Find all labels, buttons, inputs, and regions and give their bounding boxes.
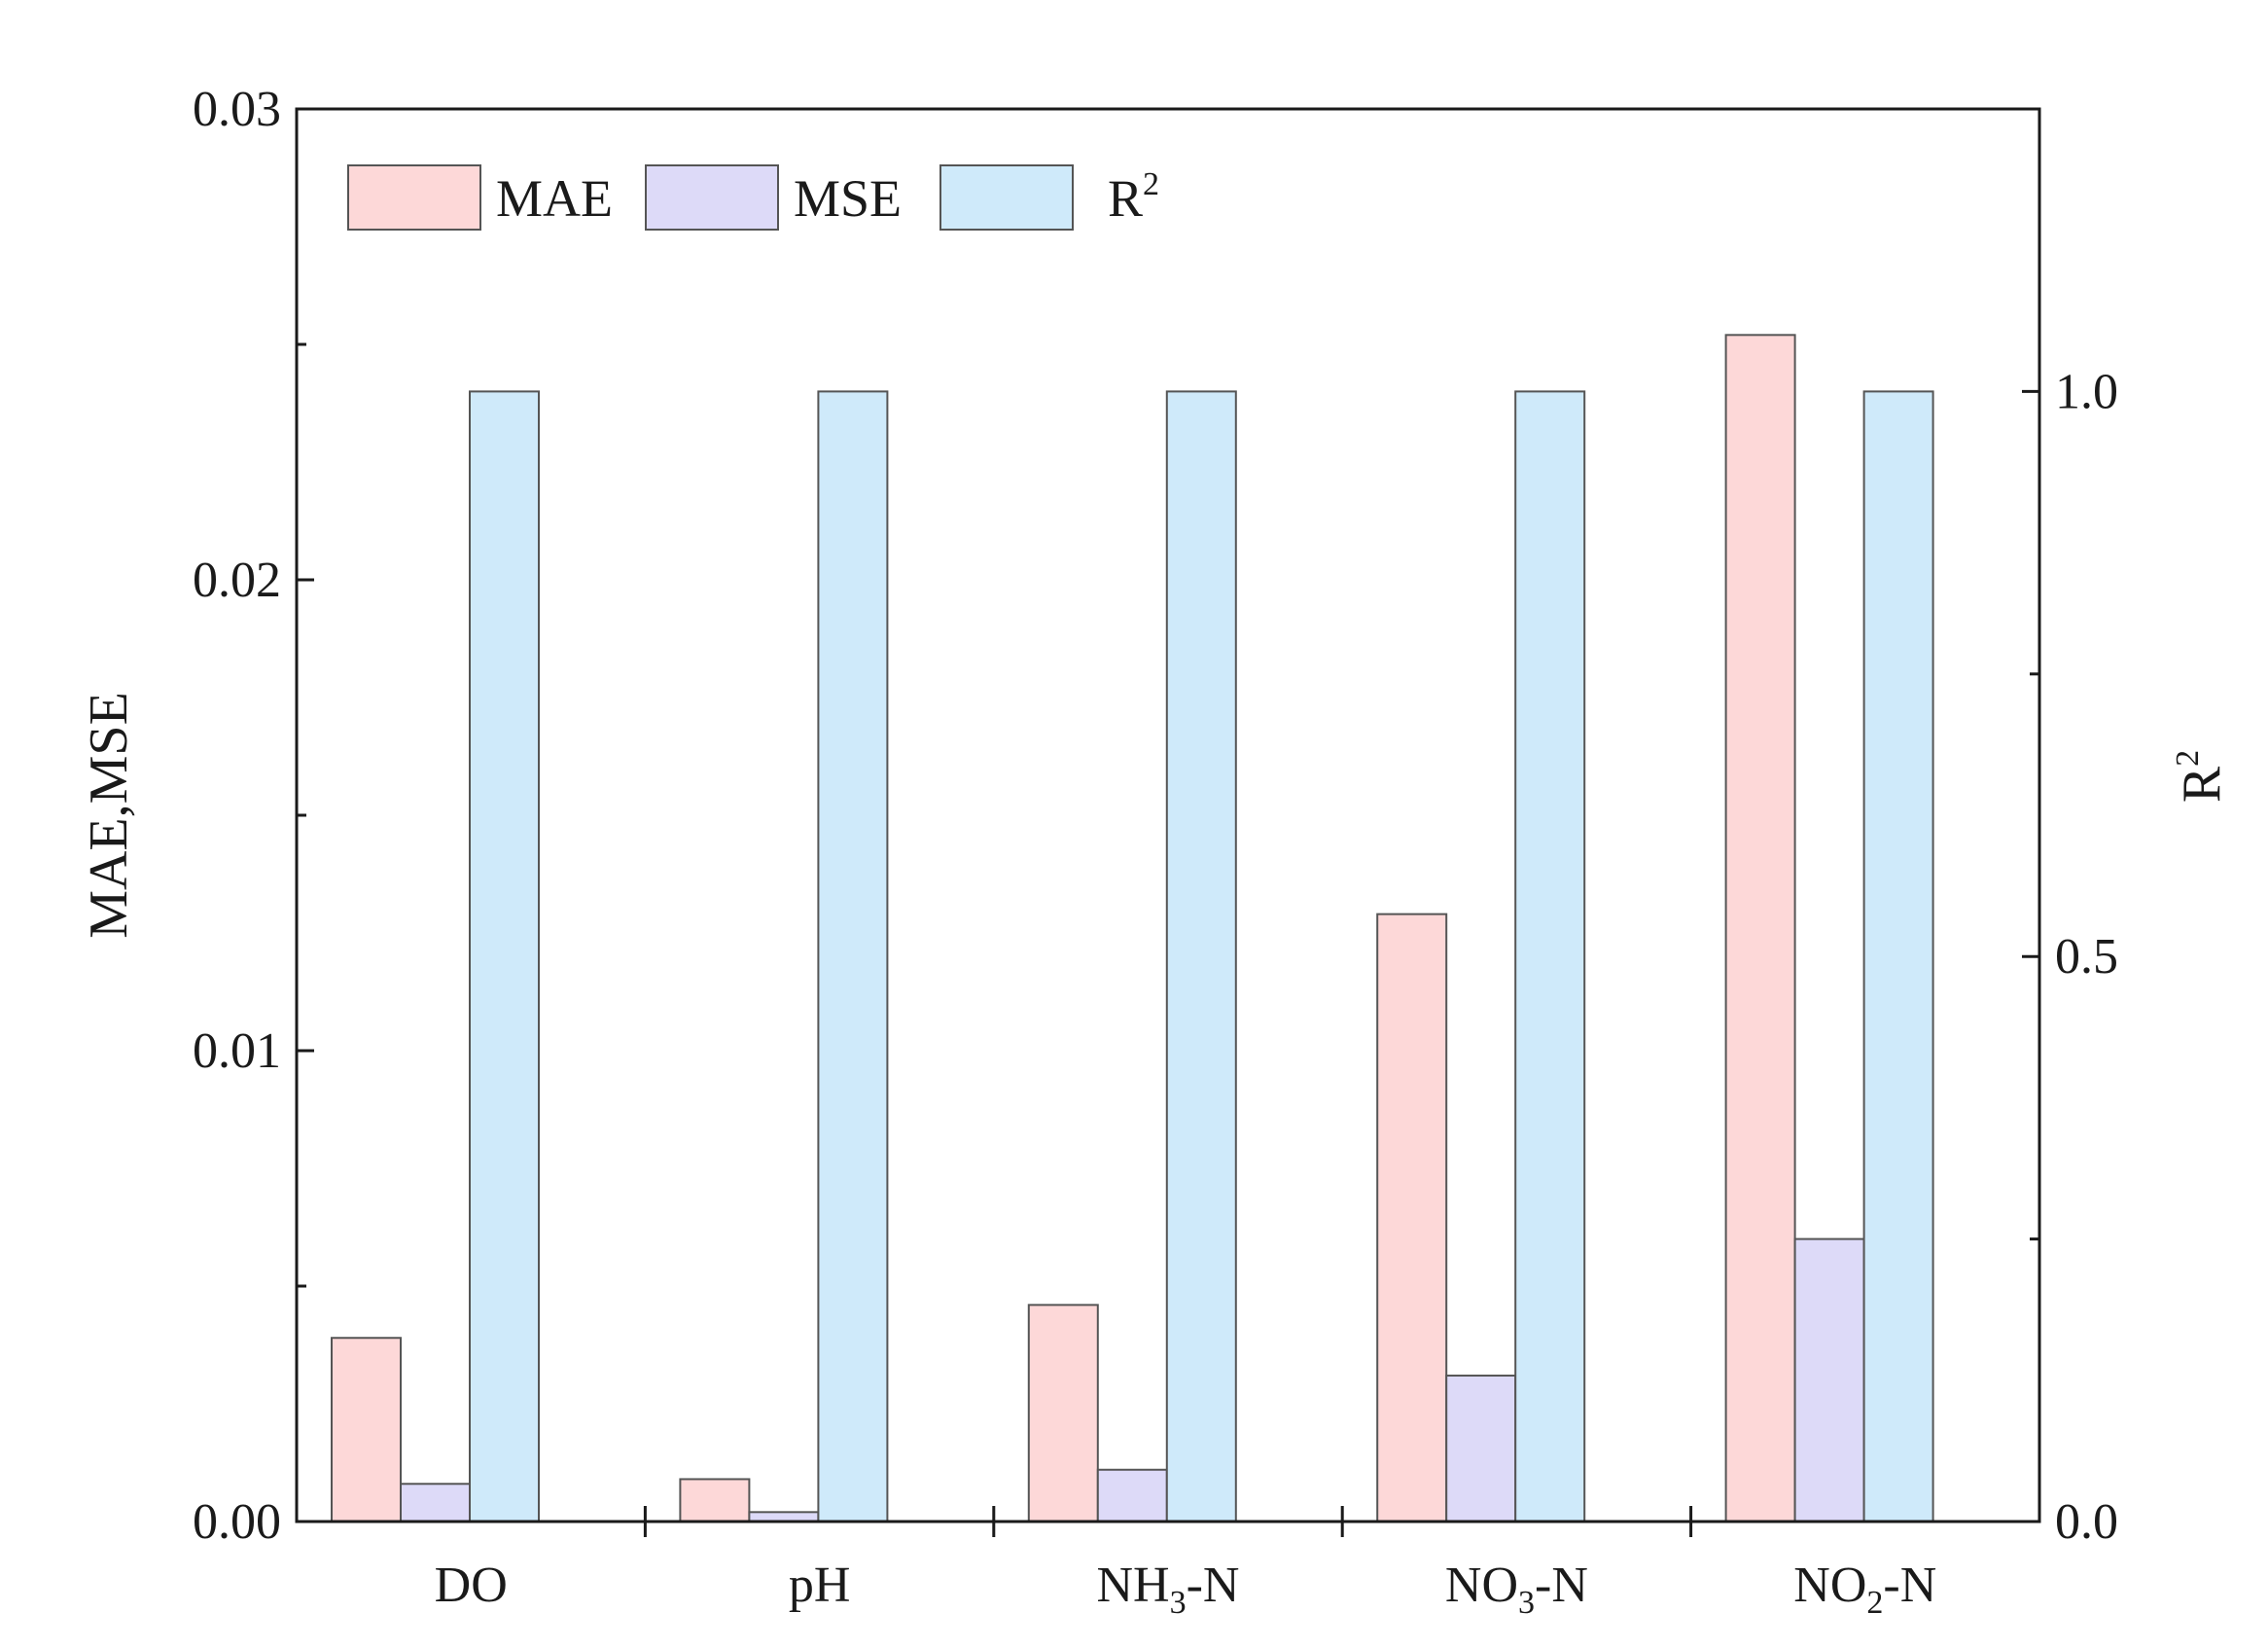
x-tick-label: pH	[789, 1558, 851, 1613]
legend-swatch-mse	[645, 164, 779, 231]
left-tick-label: 0.03	[193, 82, 281, 137]
bar-mse-1	[400, 1483, 471, 1523]
left-tick-label: 0.00	[193, 1494, 281, 1550]
bar-r-3	[1165, 390, 1237, 1523]
right-axis-title: R2	[2170, 750, 2232, 803]
axes-group: 0.00 0.01 0.02 0.03 0.0 0.5 1.0 DO pH NH3-N NO3-N N…	[79, 82, 2232, 1621]
bar-mae-2	[679, 1478, 751, 1523]
bars-group	[331, 334, 1934, 1523]
bar-mse-4	[1445, 1374, 1517, 1523]
bar-r-2	[817, 390, 889, 1523]
bar-mae-5	[1724, 334, 1796, 1523]
right-tick-label: 0.0	[2055, 1494, 2118, 1550]
left-axis-title: MAE,MSE	[79, 692, 139, 939]
bar-mae-1	[331, 1337, 402, 1523]
left-tick-label: 0.01	[193, 1023, 281, 1079]
right-tick-label: 1.0	[2055, 364, 2118, 419]
legend-swatch-mae	[347, 164, 481, 231]
bar-mae-4	[1376, 913, 1448, 1523]
right-tick-label: 0.5	[2055, 929, 2118, 985]
x-tick-label: NH3-N	[1097, 1558, 1240, 1621]
left-tick-label: 0.02	[193, 553, 281, 608]
bar-r-1	[469, 390, 540, 1523]
bar-mse-5	[1793, 1237, 1865, 1523]
x-tick-label: NO2-N	[1793, 1558, 1936, 1621]
bar-mae-3	[1027, 1304, 1099, 1523]
legend-swatch-r	[939, 164, 1074, 231]
x-tick-label: DO	[435, 1558, 508, 1613]
legend-label-mae: MAE	[496, 169, 613, 228]
legend-label-r: R2	[1108, 166, 1159, 228]
legend: MAE MSE R2	[347, 164, 1159, 231]
bar-mse-3	[1096, 1468, 1168, 1523]
x-tick-label: NO3-N	[1445, 1558, 1588, 1621]
bar-r-4	[1514, 390, 1586, 1523]
legend-label-mse: MSE	[794, 169, 902, 228]
bar-r-5	[1862, 390, 1934, 1523]
